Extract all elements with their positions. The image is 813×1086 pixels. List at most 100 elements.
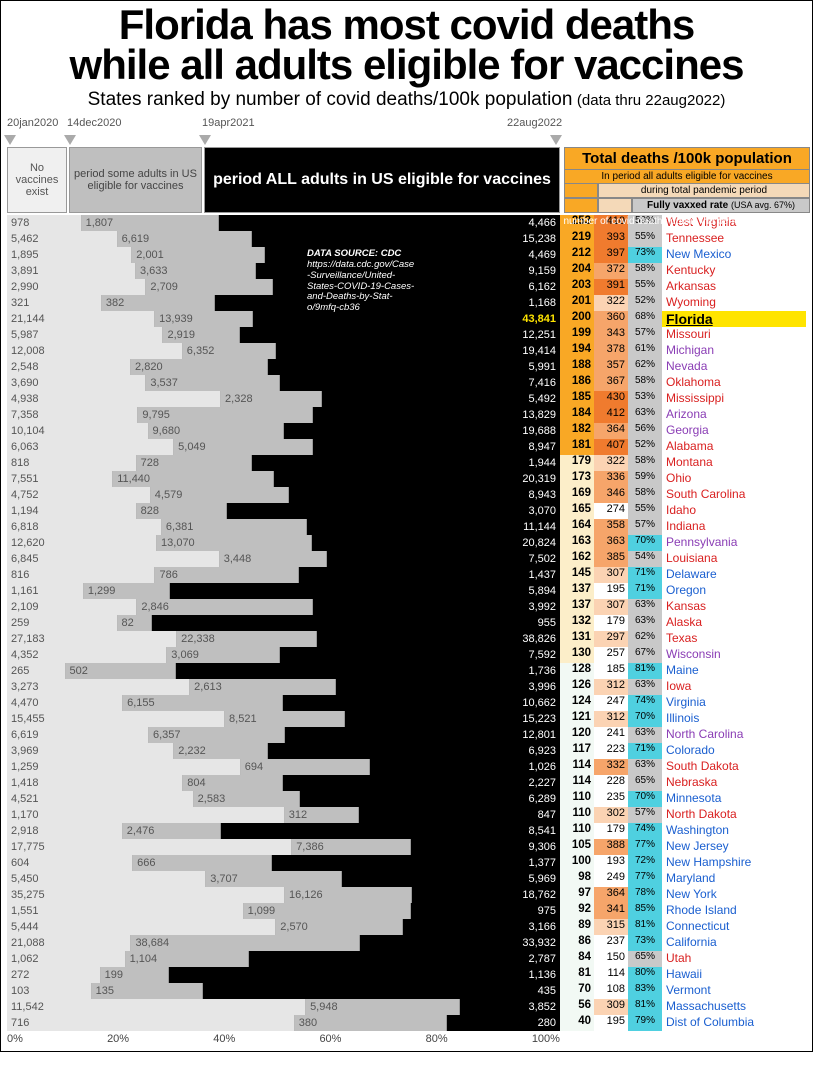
state-name: Massachusetts xyxy=(662,999,806,1015)
per100k-period: 89 xyxy=(560,919,594,935)
data-row: 8187281,94417932258%Montana xyxy=(7,455,806,471)
data-row: 7,3589,79513,82918441263%Arizona xyxy=(7,407,806,423)
bar-cell: 25982955 xyxy=(7,615,560,631)
per100k-period: 194 xyxy=(560,343,594,359)
vax-rate: 68% xyxy=(628,311,662,327)
bar-cell: 6046661,377 xyxy=(7,855,560,871)
axis-tick: 40% xyxy=(213,1033,235,1045)
seg-some-eligible: 786 xyxy=(155,567,298,583)
seg-some-eligible: 5,948 xyxy=(306,999,460,1015)
per100k-total: 185 xyxy=(594,663,628,679)
data-row: 3,9692,2326,92311722371%Colorado xyxy=(7,743,806,759)
per100k-period: 131 xyxy=(560,631,594,647)
vax-rate: 55% xyxy=(628,279,662,295)
vax-rate: 83% xyxy=(628,983,662,999)
bar-cell: 1,170312847 xyxy=(7,807,560,823)
seg-some-eligible: 2,476 xyxy=(123,823,221,839)
seg-no-vaccine: 5,450 xyxy=(7,871,206,887)
data-row: 2598295513217963%Alaska xyxy=(7,615,806,631)
per100k-total: 315 xyxy=(594,919,628,935)
marker-icon xyxy=(4,135,16,145)
seg-all-eligible: 847 xyxy=(359,807,560,823)
per100k-period: 219 xyxy=(560,231,594,247)
seg-no-vaccine: 15,455 xyxy=(7,711,225,727)
data-row: 3,2732,6133,99612631263%Iowa xyxy=(7,679,806,695)
axis-tick: 0% xyxy=(7,1033,23,1045)
bar-cell: 1,0621,1042,787 xyxy=(7,951,560,967)
rl-col2: during total pandemic period xyxy=(598,183,810,198)
data-row: 1,0621,1042,7878415065%Utah xyxy=(7,951,806,967)
seg-no-vaccine: 5,462 xyxy=(7,231,118,247)
state-name: Arizona xyxy=(662,407,806,423)
period-3: period ALL adults in US eligible for vac… xyxy=(204,147,560,213)
seg-no-vaccine: 321 xyxy=(7,295,102,311)
state-name: North Dakota xyxy=(662,807,806,823)
state-name: Missouri xyxy=(662,327,806,343)
seg-all-eligible: 3,070 xyxy=(227,503,560,519)
seg-no-vaccine: 1,062 xyxy=(7,951,126,967)
per100k-period: 114 xyxy=(560,775,594,791)
per100k-period: 105 xyxy=(560,839,594,855)
state-name: Connecticut xyxy=(662,919,806,935)
data-row: 15,4558,52115,22312131270%Illinois xyxy=(7,711,806,727)
seg-all-eligible: 7,502 xyxy=(327,551,560,567)
bar-cell: 1,4188042,227 xyxy=(7,775,560,791)
period-2: period some adults in US eligible for va… xyxy=(69,147,202,213)
seg-no-vaccine: 3,891 xyxy=(7,263,136,279)
vax-rate: 73% xyxy=(628,935,662,951)
state-name: Pennsylvania xyxy=(662,535,806,551)
data-row: 21,08838,68433,9328623773%California xyxy=(7,935,806,951)
seg-some-eligible: 382 xyxy=(102,295,215,311)
timeline: 20jan2020 14dec2020 19apr2021 22aug2022 xyxy=(7,117,560,135)
per100k-total: 179 xyxy=(594,823,628,839)
seg-some-eligible: 4,579 xyxy=(151,487,290,503)
bar-cell: 6,6196,35712,801 xyxy=(7,727,560,743)
seg-some-eligible: 2,001 xyxy=(132,247,264,263)
data-row: 7163802804019579%Dist of Columbia xyxy=(7,1015,806,1031)
state-name: New York xyxy=(662,887,806,903)
vax-rate: 54% xyxy=(628,551,662,567)
per100k-period: 98 xyxy=(560,871,594,887)
per100k-period: 203 xyxy=(560,279,594,295)
per100k-period: 132 xyxy=(560,615,594,631)
data-row: 5,4442,5703,1668931581%Connecticut xyxy=(7,919,806,935)
seg-all-eligible: 7,416 xyxy=(280,375,560,391)
data-row: 6,0635,0498,94718140752%Alabama xyxy=(7,439,806,455)
seg-all-eligible: 1,026 xyxy=(370,759,560,775)
seg-no-vaccine: 6,619 xyxy=(7,727,149,743)
bar-cell: 9781,8074,466 xyxy=(7,215,560,231)
state-name: Alabama xyxy=(662,439,806,455)
data-row: 7,55111,44020,31917333659%Ohio xyxy=(7,471,806,487)
seg-some-eligible: 828 xyxy=(137,503,227,519)
vax-rate: 71% xyxy=(628,743,662,759)
seg-no-vaccine: 1,551 xyxy=(7,903,244,919)
per100k-total: 388 xyxy=(594,839,628,855)
seg-all-eligible: 1,736 xyxy=(176,663,560,679)
state-name: Alaska xyxy=(662,615,806,631)
state-name: Ohio xyxy=(662,471,806,487)
page-title: Florida has most covid deaths while all … xyxy=(7,5,806,85)
seg-no-vaccine: 265 xyxy=(7,663,66,679)
vax-rate: 63% xyxy=(628,407,662,423)
seg-all-eligible: 3,166 xyxy=(403,919,560,935)
state-name: Oregon xyxy=(662,583,806,599)
state-name: New Mexico xyxy=(662,247,806,263)
data-row: 1,1611,2995,89413719571%Oregon xyxy=(7,583,806,599)
state-name: South Dakota xyxy=(662,759,806,775)
seg-some-eligible: 3,448 xyxy=(220,551,327,567)
seg-all-eligible: 8,541 xyxy=(221,823,560,839)
data-row: 5,4626,61915,23821939355%Tennessee xyxy=(7,231,806,247)
data-row: 6,8186,38111,14416435857%Indiana xyxy=(7,519,806,535)
seg-some-eligible: 5,049 xyxy=(174,439,313,455)
first-row-overlay-label: number of covid deaths during the period… xyxy=(563,216,748,227)
bar-cell: 17,7757,3869,306 xyxy=(7,839,560,855)
seg-some-eligible: 312 xyxy=(285,807,359,823)
per100k-period: 182 xyxy=(560,423,594,439)
seg-some-eligible: 3,707 xyxy=(206,871,342,887)
state-name: Georgia xyxy=(662,423,806,439)
per100k-total: 322 xyxy=(594,455,628,471)
data-row: 6,6196,35712,80112024163%North Carolina xyxy=(7,727,806,743)
per100k-total: 341 xyxy=(594,903,628,919)
vax-rate: 63% xyxy=(628,679,662,695)
state-name: Texas xyxy=(662,631,806,647)
